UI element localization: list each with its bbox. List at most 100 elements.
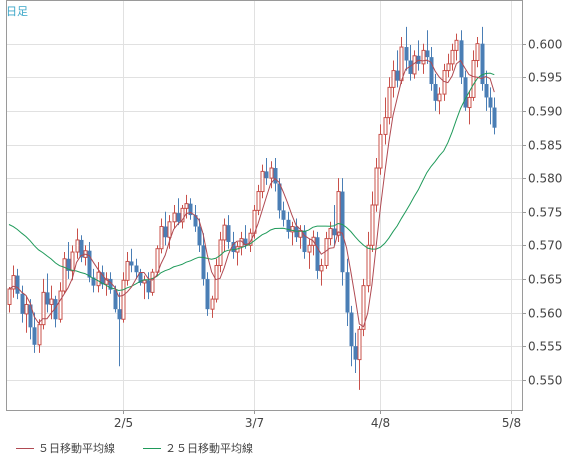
candle <box>100 265 105 290</box>
candle <box>188 198 193 220</box>
candle-body <box>374 167 379 206</box>
candle-body <box>471 59 476 98</box>
candle-body <box>150 271 155 293</box>
candle-body <box>79 239 84 258</box>
candle-body <box>96 271 101 287</box>
candle <box>32 312 37 353</box>
candle-body <box>256 191 261 211</box>
candle-body <box>260 170 265 193</box>
candle-body <box>226 225 231 242</box>
y-tick-label: 0.575 <box>528 206 562 220</box>
candle-body <box>378 133 383 169</box>
candle-body <box>467 96 472 109</box>
candle-body <box>345 272 350 313</box>
y-axis-labels: 0.550 0.555 0.560 0.565 0.570 0.575 0.580 0.585… <box>528 38 562 388</box>
candle <box>193 205 198 232</box>
candle <box>180 205 185 229</box>
candle <box>345 258 350 326</box>
candle-body <box>100 272 105 285</box>
y-tick-label: 0.590 <box>528 105 562 119</box>
candle <box>395 50 400 88</box>
candle-body <box>269 167 274 179</box>
candle <box>205 272 210 316</box>
candle <box>226 215 231 249</box>
candle-body <box>243 238 248 246</box>
candle-body <box>62 258 67 292</box>
candle-body <box>492 107 497 128</box>
candle <box>96 262 101 293</box>
candle <box>15 268 20 300</box>
candle-body <box>340 191 345 273</box>
legend-label-ma5: ５日移動平均線 <box>38 442 115 455</box>
candle-body <box>45 292 50 305</box>
candle-body <box>138 272 143 283</box>
candle-body <box>75 239 80 253</box>
candle-body <box>353 346 358 360</box>
candle <box>383 97 388 145</box>
candle <box>294 218 299 242</box>
period-label: 日足 <box>6 5 28 18</box>
candle <box>41 278 46 330</box>
candle <box>357 325 362 390</box>
candle-body <box>383 117 388 135</box>
candle-body <box>475 43 480 61</box>
candle-body <box>58 290 63 320</box>
candle-body <box>399 46 404 82</box>
candle-body <box>429 57 434 85</box>
candle-body <box>387 86 392 119</box>
candle-body <box>395 70 400 81</box>
candle-body <box>357 328 362 361</box>
candle <box>307 238 312 269</box>
candle-body <box>117 309 122 320</box>
candle <box>471 50 476 101</box>
x-tick-label: 3/7 <box>245 416 264 430</box>
candle <box>146 272 151 300</box>
candle-body <box>113 289 118 310</box>
candle <box>349 305 354 367</box>
candle-body <box>421 49 426 65</box>
candle-body <box>172 212 177 223</box>
candle <box>201 233 206 286</box>
candle <box>374 157 379 212</box>
candle <box>437 87 442 115</box>
candle <box>62 252 67 294</box>
candle-body <box>370 204 375 246</box>
candle <box>260 164 265 199</box>
candle <box>24 295 29 333</box>
y-tick-label: 0.550 <box>528 374 562 388</box>
candle <box>290 221 295 246</box>
candle-body <box>332 228 337 236</box>
candle <box>488 87 493 125</box>
candle <box>370 191 375 253</box>
candle <box>273 157 278 192</box>
candle <box>45 273 50 313</box>
candle <box>286 211 291 239</box>
x-tick-label: 2/5 <box>114 416 133 430</box>
candle <box>353 332 358 374</box>
candle <box>269 161 274 189</box>
candle <box>387 77 392 125</box>
y-tick-label: 0.560 <box>528 307 562 321</box>
candle-body <box>294 226 299 238</box>
candle-body <box>142 279 147 284</box>
candle <box>117 292 122 367</box>
candle-body <box>408 60 413 74</box>
candle <box>197 218 202 253</box>
candle-body <box>264 171 269 179</box>
y-tick-label: 0.565 <box>528 273 562 287</box>
candle-body <box>146 280 151 293</box>
candle <box>58 282 63 323</box>
candle-body <box>480 43 485 85</box>
candle-body <box>210 298 215 310</box>
candle-body <box>53 299 58 320</box>
candle-body <box>454 39 459 51</box>
y-tick-label: 0.595 <box>528 71 562 85</box>
candle-body <box>20 293 25 314</box>
candle-body <box>125 260 130 281</box>
y-tick-label: 0.580 <box>528 172 562 186</box>
candle <box>319 258 324 286</box>
candle <box>218 231 223 273</box>
candle-body <box>66 258 71 271</box>
candle <box>163 211 168 246</box>
candle <box>492 97 497 135</box>
